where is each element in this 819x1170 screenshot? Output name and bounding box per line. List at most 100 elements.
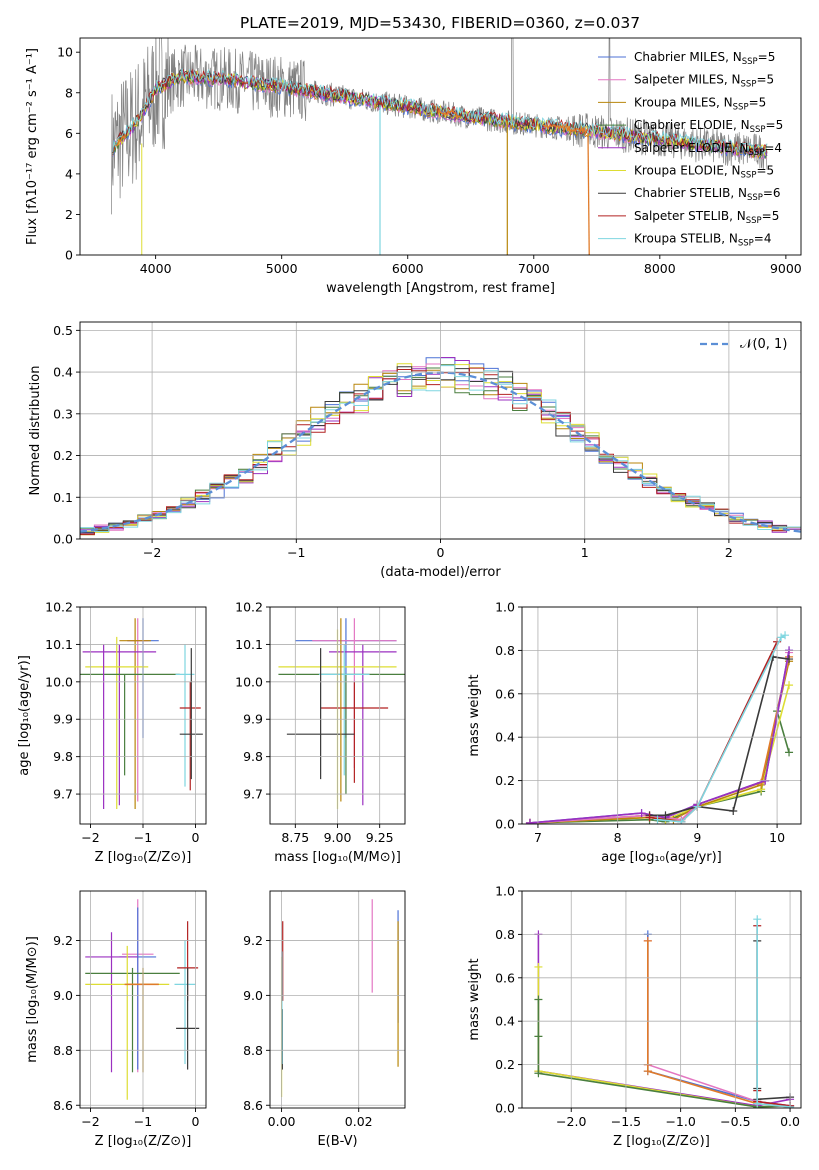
legend-entry: Salpeter STELIB, NSSP=5 [634, 209, 779, 226]
weight-marker [785, 681, 794, 690]
x-tick-label: −1.0 [665, 1114, 695, 1129]
x-axis-label: Z [log₁₀(Z/Z⊙)] [613, 1134, 710, 1149]
x-tick-label: 0.0 [780, 1114, 800, 1129]
legend-tail: =5 [766, 118, 784, 132]
legend-sub: SSP [750, 125, 766, 135]
legend-entry: Chabrier STELIB, NSSP=6 [634, 186, 781, 203]
y-tick-label: 0.0 [495, 817, 515, 832]
legend-label: Kroupa STELIB, N [634, 232, 738, 246]
legend-tail: =5 [762, 209, 780, 223]
legend-tail: =4 [764, 141, 782, 155]
legend-sub: SSP [742, 57, 758, 67]
weight-marker [785, 748, 794, 757]
x-axis-label: mass [log₁₀(M/M⊙)] [274, 850, 401, 865]
legend-sub: SSP [741, 171, 757, 181]
y-tick-label: 1.0 [495, 884, 515, 899]
legend-label: Chabrier ELODIE, N [634, 118, 750, 132]
weight-line [529, 650, 790, 824]
legend-entry: Kroupa STELIB, NSSP=4 [634, 232, 772, 249]
axes-frame [521, 606, 802, 825]
x-tick-label: −1 [134, 1114, 152, 1129]
weight-line [529, 656, 790, 824]
y-tick-label: 1.0 [495, 600, 515, 615]
y-tick-label: 9.8 [243, 749, 263, 764]
y-tick-label: 6 [65, 126, 73, 141]
x-axis-label: E(B-V) [317, 1134, 357, 1149]
plot-area [278, 618, 405, 810]
x-tick-label: −2 [81, 1114, 99, 1129]
y-tick-label: 0.1 [53, 490, 73, 505]
weight-line [529, 710, 790, 824]
y-axis-label: mass weight [467, 674, 482, 756]
weight-marker [525, 818, 534, 824]
y-tick-label: 0.2 [495, 773, 515, 788]
panel-residuals: −2 −1 0 1 2 0.0 0.1 0.2 0.3 0.4 0.5 (data-model)/er… [28, 321, 802, 580]
y-axis-label: age [log₁₀(age/yr)] [17, 655, 32, 776]
plot-area [111, 38, 768, 255]
weight-line [649, 656, 790, 817]
legend-entry: Chabrier ELODIE, NSSP=5 [634, 118, 783, 135]
weight-marker [785, 655, 794, 664]
weight-line [529, 650, 790, 824]
legend-label: Salpeter ELODIE, N [634, 141, 748, 155]
y-axis-label: mass [log₁₀(M/M⊙)] [25, 936, 40, 1063]
legend-tail: =5 [756, 73, 774, 87]
weight-marker [753, 1099, 762, 1108]
y-tick-label: 0.0 [53, 532, 73, 547]
y-tick-label: 8.6 [243, 1098, 263, 1113]
weight-line [756, 925, 791, 1107]
panel-spectrum: 4000 5000 6000 7000 8000 9000 0 2 4 6 8 10 wavelengt… [25, 37, 802, 296]
weight-marker [677, 817, 686, 824]
x-tick-label: 9000 [770, 261, 802, 276]
weight-marker [643, 936, 652, 945]
legend-sub: SSP [733, 102, 749, 112]
y-tick-label: 10.0 [235, 674, 263, 689]
legend-tail: =5 [758, 50, 776, 64]
weight-line [649, 641, 778, 823]
legend-sub: SSP [746, 216, 762, 226]
x-tick-label: −1 [287, 545, 305, 560]
y-tick-label: 0.0 [495, 1101, 515, 1116]
x-tick-label: −2.0 [556, 1114, 586, 1129]
y-tick-label: 10.0 [45, 674, 73, 689]
legend-label: Chabrier MILES, N [634, 50, 742, 64]
legend-entry: 𝒩(0, 1) [740, 337, 787, 352]
y-tick-label: 9.7 [243, 787, 263, 802]
x-tick-label: −2 [143, 545, 161, 560]
x-axis-label: Z [log₁₀(Z/Z⊙)] [95, 1134, 192, 1149]
legend-label: Salpeter STELIB, N [634, 209, 746, 223]
model-drop [587, 133, 590, 255]
y-tick-label: 9.9 [53, 712, 73, 727]
panel-age-vs-mass: 8.75 9.00 9.25 9.7 9.8 9.9 10.0 10.1 10.2 mass [l… [235, 600, 406, 865]
panel-age-vs-Z: −2 −1 0 9.7 9.8 9.9 10.0 10.1 10.2 Z [log₁₀(Z/Z⊙)… [17, 600, 207, 865]
y-tick-label: 0.3 [53, 406, 73, 421]
y-tick-label: 0.2 [53, 448, 73, 463]
model-line [112, 68, 768, 156]
weight-marker [534, 1069, 543, 1078]
y-tick-label: 9.2 [53, 933, 73, 948]
legend-sub: SSP [741, 80, 757, 90]
y-tick-label: 0 [65, 248, 73, 263]
weight-marker [777, 633, 786, 642]
y-tick-label: 0.5 [53, 323, 73, 338]
y-tick-label: 0.6 [495, 686, 515, 701]
weight-marker [643, 1067, 652, 1076]
y-tick-label: 8.6 [53, 1098, 73, 1113]
x-tick-label: 0.02 [345, 1114, 373, 1129]
weight-line [756, 919, 791, 1108]
x-tick-label: 9.25 [366, 830, 394, 845]
y-tick-label: 0.4 [495, 730, 515, 745]
x-tick-label: 8 [614, 830, 622, 845]
weight-line [537, 934, 791, 1107]
model-highlight [437, 107, 461, 120]
y-axis-label: mass weight [467, 958, 482, 1040]
plot-area [85, 899, 200, 1100]
legend-entry: Kroupa MILES, NSSP=5 [634, 95, 766, 112]
legend-entry: Chabrier MILES, NSSP=5 [634, 50, 775, 67]
weight-line [529, 661, 790, 824]
x-tick-label: −1.5 [611, 1114, 641, 1129]
plot-area [80, 618, 203, 810]
legend-tail: =6 [763, 186, 781, 200]
model-highlight [542, 124, 589, 135]
